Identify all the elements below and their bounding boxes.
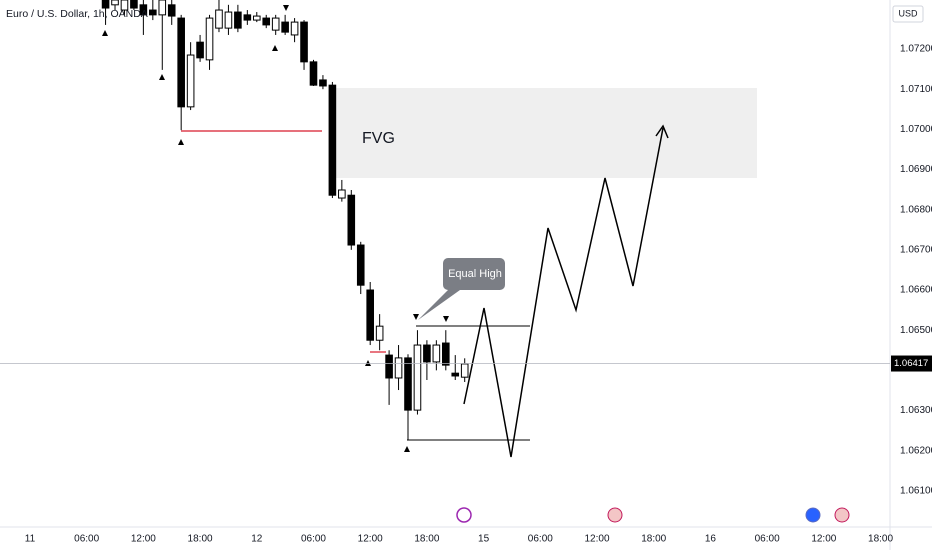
x-tick-label: 12 xyxy=(251,534,263,545)
candle-body xyxy=(394,357,403,379)
candle-body xyxy=(186,54,195,108)
y-tick-label: 1.06500 xyxy=(900,325,932,336)
y-tick-label: 1.06600 xyxy=(900,285,932,296)
projection-path xyxy=(463,127,664,458)
x-tick-label: 16 xyxy=(705,534,717,545)
candles xyxy=(101,0,469,441)
candle-body xyxy=(101,0,110,9)
event-icon[interactable] xyxy=(805,507,821,523)
candle-body xyxy=(347,194,356,246)
x-tick-label: 11 xyxy=(25,534,36,545)
y-tick-label: 1.06800 xyxy=(900,204,932,215)
candle-body xyxy=(432,344,441,363)
x-tick-label: 12:00 xyxy=(811,534,836,545)
zone-label: FVG xyxy=(362,130,395,147)
x-tick-label: 06:00 xyxy=(755,534,780,545)
candle-body xyxy=(262,17,271,26)
candle-body xyxy=(120,0,129,11)
candle-body xyxy=(309,61,318,86)
callout-text: Equal High xyxy=(448,268,502,280)
y-tick-label: 1.06200 xyxy=(900,445,932,456)
candle-body xyxy=(177,17,185,108)
y-tick-label: 1.06300 xyxy=(900,405,932,416)
candle-body xyxy=(234,11,242,29)
candle-body xyxy=(205,17,214,61)
y-tick-label: 1.06700 xyxy=(900,244,932,255)
events xyxy=(456,507,850,523)
candle-body xyxy=(375,325,384,341)
candle-body xyxy=(451,372,460,377)
pivot-markers xyxy=(102,5,449,452)
candle-body xyxy=(328,84,337,196)
annotations: Equal High FVG xyxy=(102,5,757,458)
candle-body xyxy=(356,244,365,286)
last-price-box xyxy=(891,355,932,372)
x-tick-label: 18:00 xyxy=(414,534,439,545)
x-tick-label: 06:00 xyxy=(301,534,326,545)
currency: USD xyxy=(898,8,918,18)
callout-box xyxy=(418,258,505,320)
x-tick-label: 18:00 xyxy=(868,534,893,545)
y-tick-label: 1.07000 xyxy=(900,124,932,135)
candle-body xyxy=(111,0,119,6)
candle-body xyxy=(158,0,167,16)
candle-body xyxy=(224,11,233,29)
x-tick-label: 15 xyxy=(478,534,490,545)
x-tick-label: 18:00 xyxy=(641,534,666,545)
candle-body xyxy=(385,354,393,379)
y-tick-label: 1.07200 xyxy=(900,44,932,55)
candle-body xyxy=(338,189,346,199)
x-tick-label: 12:00 xyxy=(358,534,383,545)
event-icon[interactable] xyxy=(834,507,850,523)
candle-body xyxy=(196,41,204,59)
candle-body xyxy=(271,17,280,31)
candle-body xyxy=(290,21,299,36)
projection-arrow xyxy=(655,124,669,139)
candle-body xyxy=(319,79,327,87)
y-tick-label: 1.06100 xyxy=(900,485,932,496)
event-icon[interactable] xyxy=(456,507,472,523)
candle-body xyxy=(460,363,469,378)
candle-body xyxy=(215,9,223,29)
x-tick-label: 06:00 xyxy=(74,534,99,545)
last-price-label: 1.06417 xyxy=(894,358,928,369)
candle-body xyxy=(149,9,157,16)
candle-body xyxy=(413,344,422,411)
candle-body xyxy=(300,21,308,63)
x-tick-label: 18:00 xyxy=(188,534,213,545)
x-tick-label: 06:00 xyxy=(528,534,553,545)
candle-body xyxy=(366,289,374,341)
x-tick-label: 12:00 xyxy=(131,534,156,545)
candle-body xyxy=(167,4,176,17)
candle-body xyxy=(442,342,450,366)
x-tick-label: 12:00 xyxy=(585,534,610,545)
candle-body xyxy=(404,357,412,411)
event-icon[interactable] xyxy=(607,507,623,523)
candle-body xyxy=(252,15,261,21)
y-tick-label: 1.06900 xyxy=(900,164,932,175)
y-tick-label: 1.07100 xyxy=(900,84,932,95)
candle-body xyxy=(281,21,289,33)
candle-body xyxy=(130,0,138,9)
fvg-zone xyxy=(331,88,757,178)
candle-body xyxy=(139,4,148,16)
candle-body xyxy=(243,14,252,21)
chart-title: Euro / U.S. Dollar, 1h, OANDA xyxy=(6,8,148,20)
currency-box[interactable] xyxy=(892,5,924,23)
candle-body xyxy=(423,344,431,363)
